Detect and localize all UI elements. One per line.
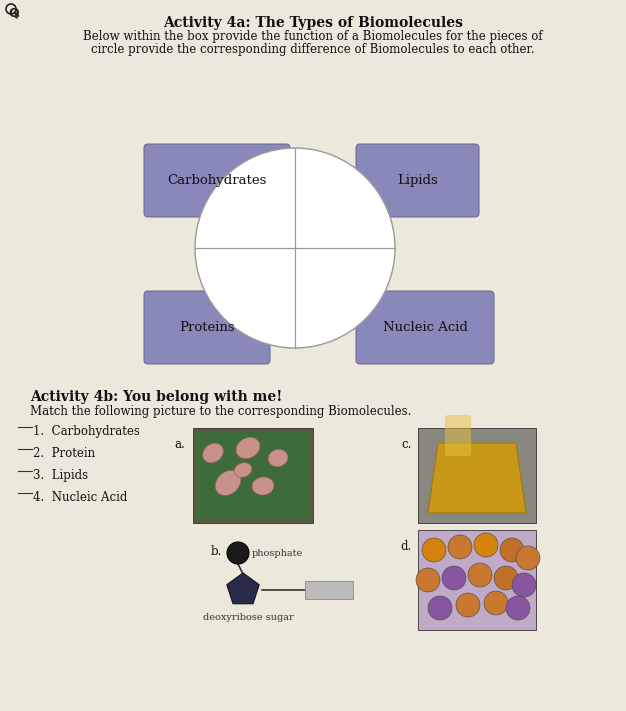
Ellipse shape	[234, 463, 252, 477]
FancyBboxPatch shape	[445, 415, 471, 456]
Circle shape	[468, 563, 492, 587]
Circle shape	[474, 533, 498, 557]
Circle shape	[442, 566, 466, 590]
Ellipse shape	[268, 449, 288, 466]
Circle shape	[456, 593, 480, 617]
Text: d.: d.	[401, 540, 412, 553]
Circle shape	[428, 596, 452, 620]
Text: c.: c.	[402, 438, 412, 451]
FancyBboxPatch shape	[196, 431, 310, 520]
Text: 1.  Carbohydrates: 1. Carbohydrates	[33, 425, 140, 438]
Text: Match the following picture to the corresponding Biomolecules.: Match the following picture to the corre…	[30, 405, 411, 418]
Text: Q: Q	[8, 6, 19, 19]
Circle shape	[512, 573, 536, 597]
Circle shape	[500, 538, 524, 562]
Text: 2.  Protein: 2. Protein	[33, 447, 95, 460]
Text: a.: a.	[174, 438, 185, 451]
FancyBboxPatch shape	[356, 291, 494, 364]
Circle shape	[448, 535, 472, 559]
FancyBboxPatch shape	[418, 428, 536, 523]
Circle shape	[506, 596, 530, 620]
Ellipse shape	[215, 471, 241, 496]
Circle shape	[195, 148, 395, 348]
FancyBboxPatch shape	[193, 428, 313, 523]
Circle shape	[516, 546, 540, 570]
Circle shape	[416, 568, 440, 592]
Text: base: base	[317, 582, 341, 591]
Text: Below within the box provide the function of a Biomolecules for the pieces of: Below within the box provide the functio…	[83, 30, 543, 43]
Text: Activity 4a: The Types of Biomolecules: Activity 4a: The Types of Biomolecules	[163, 16, 463, 30]
Text: phosphate: phosphate	[252, 549, 303, 558]
Circle shape	[422, 538, 446, 562]
Text: 3.  Lipids: 3. Lipids	[33, 469, 88, 482]
Polygon shape	[227, 573, 259, 604]
Polygon shape	[428, 443, 526, 513]
Text: b.: b.	[210, 545, 222, 558]
Text: 4.  Nucleic Acid: 4. Nucleic Acid	[33, 491, 127, 504]
FancyBboxPatch shape	[418, 530, 536, 630]
Text: Lipids: Lipids	[397, 174, 438, 187]
Circle shape	[484, 591, 508, 615]
Text: deoxyribose sugar: deoxyribose sugar	[203, 613, 294, 622]
Text: Carbohydrates: Carbohydrates	[167, 174, 267, 187]
Text: Nucleic Acid: Nucleic Acid	[382, 321, 468, 334]
FancyBboxPatch shape	[356, 144, 479, 217]
FancyBboxPatch shape	[144, 291, 270, 364]
Ellipse shape	[236, 437, 260, 459]
Circle shape	[227, 542, 249, 564]
Text: Proteins: Proteins	[179, 321, 235, 334]
FancyBboxPatch shape	[305, 581, 353, 599]
Ellipse shape	[252, 477, 274, 495]
FancyBboxPatch shape	[144, 144, 290, 217]
Circle shape	[494, 566, 518, 590]
Ellipse shape	[203, 443, 223, 463]
Text: circle provide the corresponding difference of Biomolecules to each other.: circle provide the corresponding differe…	[91, 43, 535, 56]
Text: Activity 4b: You belong with me!: Activity 4b: You belong with me!	[30, 390, 282, 404]
